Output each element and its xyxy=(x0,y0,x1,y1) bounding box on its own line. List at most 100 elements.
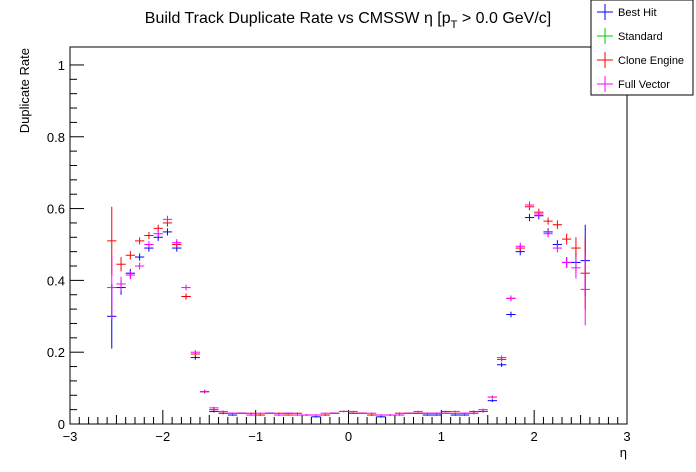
data-point xyxy=(274,414,284,416)
data-point xyxy=(357,412,368,414)
data-point xyxy=(487,395,498,399)
data-point xyxy=(432,412,442,414)
data-point xyxy=(329,412,340,414)
data-point xyxy=(292,412,303,414)
y-tick-label: 0.2 xyxy=(47,345,65,360)
data-point xyxy=(190,350,200,355)
legend-label: Best Hit xyxy=(618,7,657,19)
data-point xyxy=(450,414,460,416)
data-point xyxy=(181,284,191,291)
data-point xyxy=(441,412,451,414)
y-tick-label: 0.8 xyxy=(47,130,65,145)
data-point xyxy=(172,239,182,247)
data-point xyxy=(107,255,117,320)
y-tick-label: 1 xyxy=(58,58,65,73)
data-point xyxy=(144,240,154,249)
data-point xyxy=(404,412,414,414)
data-point xyxy=(199,389,210,394)
data-point xyxy=(524,201,535,209)
data-point xyxy=(255,414,265,416)
data-point xyxy=(441,410,451,413)
data-point xyxy=(394,412,405,414)
x-axis: −3 −2 −1 0 1 2 3 xyxy=(63,410,631,444)
data-point xyxy=(450,410,460,413)
data-point xyxy=(320,412,330,414)
y-tick-label: 0.4 xyxy=(47,273,65,288)
data-point xyxy=(116,257,126,272)
data-point xyxy=(394,414,405,416)
data-point xyxy=(209,406,219,409)
data-point xyxy=(571,237,581,259)
data-point xyxy=(413,410,423,413)
data-point xyxy=(562,257,572,268)
series-layer xyxy=(107,201,590,418)
data-point xyxy=(227,414,238,416)
data-point xyxy=(432,414,442,416)
y-tick-label: 0.6 xyxy=(47,202,65,217)
data-point xyxy=(413,412,423,414)
data-point xyxy=(459,414,470,416)
legend-entry: Full Vector xyxy=(597,76,670,92)
data-point xyxy=(376,416,386,418)
data-point xyxy=(478,408,488,411)
data-point xyxy=(292,414,303,416)
data-point xyxy=(181,293,191,300)
y-axis-label: Duplicate Rate xyxy=(17,48,32,133)
data-point xyxy=(125,250,135,260)
data-point xyxy=(580,253,590,326)
data-point xyxy=(283,414,293,416)
data-point xyxy=(144,231,154,240)
data-point xyxy=(255,412,265,414)
data-point xyxy=(562,233,572,245)
legend: Best Hit Standard Clone Engine Full Vector xyxy=(590,0,694,96)
data-point xyxy=(385,414,395,416)
data-point xyxy=(134,253,145,261)
legend-label: Clone Engine xyxy=(618,55,684,67)
x-axis-label: η xyxy=(620,445,627,460)
data-point xyxy=(543,217,553,225)
data-point xyxy=(311,416,321,418)
data-point xyxy=(134,262,145,270)
y-tick-label: 0 xyxy=(58,417,65,432)
data-point xyxy=(348,410,358,413)
data-point xyxy=(543,230,553,238)
data-point xyxy=(506,295,516,302)
x-tick-label: 2 xyxy=(531,429,538,444)
data-point xyxy=(218,410,228,413)
data-point xyxy=(237,412,247,414)
data-point xyxy=(311,414,321,416)
chart-title: Build Track Duplicate Rate vs CMSSW η [p… xyxy=(145,10,551,31)
legend-entry: Clone Engine xyxy=(597,52,684,68)
data-point xyxy=(552,220,563,230)
data-point xyxy=(116,276,126,292)
data-point xyxy=(302,414,312,416)
legend-label: Full Vector xyxy=(618,79,670,91)
x-tick-label: 0 xyxy=(345,429,352,444)
data-point xyxy=(274,412,284,414)
data-point xyxy=(450,412,460,414)
legend-entry: Standard xyxy=(597,28,663,44)
data-point xyxy=(367,414,377,416)
data-point xyxy=(571,257,581,279)
data-point xyxy=(376,414,386,416)
data-point xyxy=(264,412,275,414)
data-point xyxy=(497,362,507,367)
x-tick-label: −2 xyxy=(155,429,170,444)
data-point xyxy=(227,412,238,414)
data-point xyxy=(162,228,173,236)
data-point xyxy=(487,399,498,403)
data-point xyxy=(422,412,433,414)
data-point xyxy=(246,412,256,414)
data-point xyxy=(552,243,563,253)
x-tick-label: −1 xyxy=(248,429,263,444)
x-tick-label: −3 xyxy=(63,429,78,444)
data-point xyxy=(524,213,535,222)
x-tick-label: 3 xyxy=(623,429,630,444)
data-point xyxy=(162,215,173,223)
data-point xyxy=(422,414,433,416)
x-tick-label: 1 xyxy=(438,429,445,444)
data-point xyxy=(506,311,516,318)
data-point xyxy=(339,410,349,413)
